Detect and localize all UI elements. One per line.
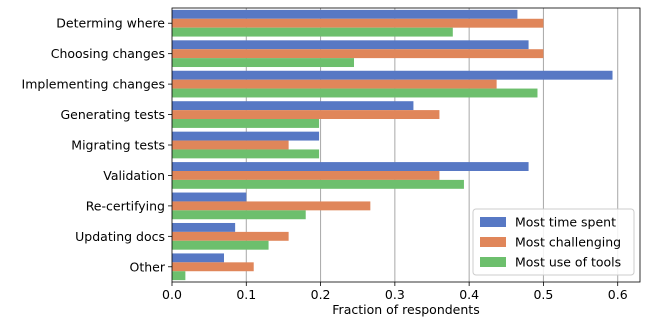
bar [172,149,320,159]
bar [172,162,529,171]
bar [172,240,269,250]
category-label: Implementing changes [22,77,165,92]
category-label: Generating tests [60,107,165,122]
bar [172,88,538,98]
bar [172,210,306,220]
x-tick-label: 0.6 [608,287,628,302]
legend: Most time spent Most challenging Most use … [472,208,635,276]
bar [172,201,371,211]
bar [172,9,518,19]
bar [172,231,289,241]
bar [172,131,320,141]
legend-label: Most use of tools [515,255,621,270]
bar [172,79,497,89]
x-axis-ticks: 0.0 0.1 0.2 0.3 0.4 0.5 0.6 [162,282,628,302]
bar [172,170,440,180]
x-tick-label: 0.5 [533,287,553,302]
x-tick-label: 0.1 [236,287,256,302]
category-label: Other [130,259,166,274]
bar [172,101,414,111]
legend-label: Most time spent [515,215,616,230]
legend-swatch [480,237,506,247]
legend-box [472,208,635,276]
bar [172,179,464,189]
legend-label: Most challenging [515,235,621,250]
category-label: Re-certifying [86,198,165,213]
bar [172,70,613,80]
category-label: Determing where [56,16,165,31]
x-axis-label: Fraction of respondents [332,302,479,317]
bar [172,27,453,37]
category-labels: Determing where Choosing changes Implement… [22,16,172,274]
bar [172,49,544,59]
category-label: Updating docs [75,229,165,244]
bar [172,18,544,28]
bar [172,192,247,202]
x-tick-label: 0.0 [162,287,182,302]
bar [172,271,186,281]
bar [172,253,224,263]
bar [172,119,320,128]
x-tick-label: 0.4 [459,287,479,302]
legend-swatch [480,217,506,227]
bar [172,58,354,68]
bar [172,140,289,150]
bar [172,222,236,232]
bar [172,40,529,50]
category-label: Validation [103,168,165,183]
x-tick-label: 0.3 [385,287,405,302]
bars [172,9,613,281]
bar [172,262,254,272]
category-label: Migrating tests [71,138,165,153]
category-label: Choosing changes [51,46,165,61]
x-tick-label: 0.2 [311,287,331,302]
bar [172,110,440,120]
legend-swatch [480,257,506,267]
